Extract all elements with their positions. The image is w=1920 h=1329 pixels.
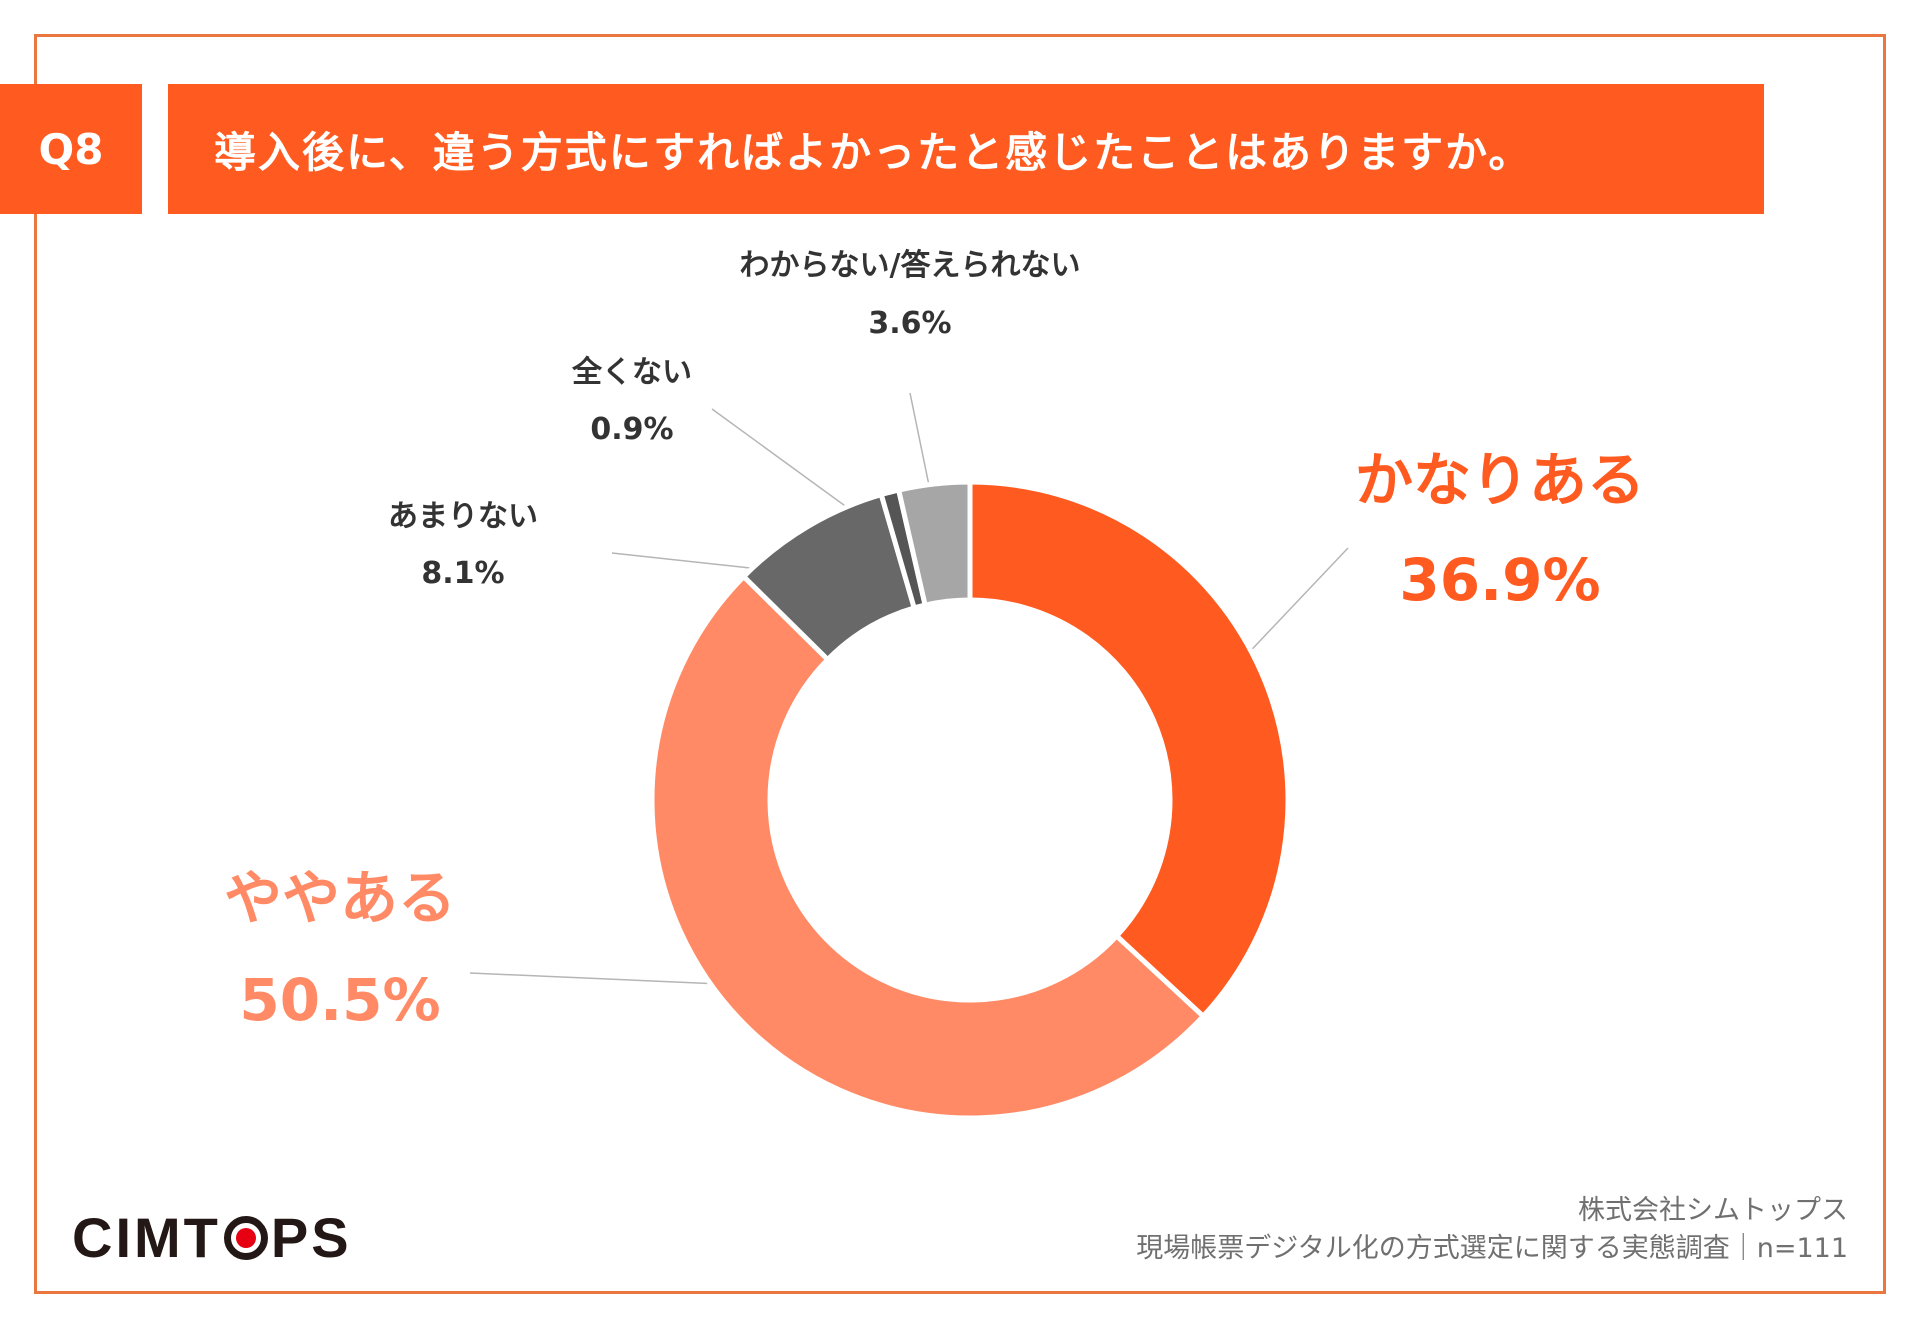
- category-label-slice-3: あまりない: [388, 499, 538, 534]
- value-label-slice-4: 0.9%: [590, 412, 673, 447]
- question-title-bar: 導入後に、違う方式にすればよかったと感じたことはありますか。: [168, 84, 1764, 214]
- value-label-slice-3: 8.1%: [421, 556, 504, 591]
- logo-text-left: CIMT: [72, 1206, 221, 1269]
- slide-frame: [34, 34, 1886, 1294]
- footer-company: 株式会社シムトップス: [1578, 1195, 1848, 1226]
- donut-slice-2: [649, 573, 1207, 1121]
- value-label-slice-2: 50.5%: [239, 966, 440, 1034]
- logo-text-right: PS: [270, 1206, 352, 1269]
- footer-survey: 現場帳票デジタル化の方式選定に関する実態調査｜n=111: [1136, 1233, 1848, 1264]
- category-label-slice-1: かなりある: [1355, 446, 1645, 514]
- logo-o-mark: [223, 1216, 268, 1260]
- value-label-slice-1: 36.9%: [1399, 546, 1600, 614]
- category-label-slice-5: わからない/答えられない: [740, 248, 1081, 283]
- cimtops-logo: CIMT PS: [72, 1210, 352, 1266]
- question-text: 導入後に、違う方式にすればよかったと感じたことはありますか。: [214, 127, 1533, 177]
- donut-slice-5: [895, 479, 973, 609]
- donut-slice-1: [967, 479, 1291, 1020]
- question-number: Q8: [38, 124, 104, 174]
- value-label-slice-5: 3.6%: [868, 306, 951, 341]
- footer-source: 株式会社シムトップス 現場帳票デジタル化の方式選定に関する実態調査｜n=111: [1136, 1192, 1848, 1268]
- question-number-badge: Q8: [0, 84, 142, 214]
- category-label-slice-2: ややある: [224, 864, 456, 932]
- category-label-slice-4: 全くない: [571, 355, 692, 390]
